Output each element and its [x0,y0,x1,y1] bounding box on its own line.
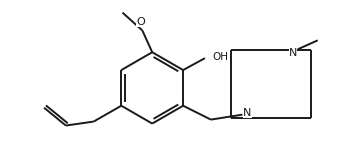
Text: N: N [289,48,297,58]
Text: N: N [243,108,252,118]
Text: O: O [136,17,145,28]
Text: OH: OH [213,52,229,62]
